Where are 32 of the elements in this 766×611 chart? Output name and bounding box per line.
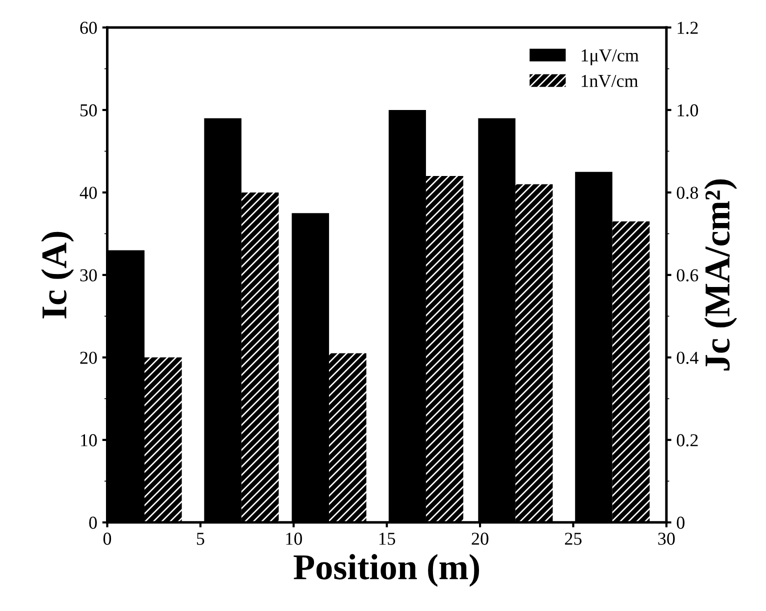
y2-tick-label: 0	[676, 516, 684, 529]
y2-axis-title: Jc (MA/cm²)	[704, 179, 738, 370]
x-tick-label: 20	[472, 532, 488, 545]
bar	[515, 184, 553, 522]
bar	[329, 353, 366, 522]
y2-tick-label: 0.8	[676, 186, 698, 199]
x-tick-label: 25	[564, 532, 582, 545]
bar	[241, 192, 279, 522]
y-tick-label: 0	[89, 516, 97, 529]
bar	[426, 176, 464, 522]
x-tick-label: 15	[379, 532, 396, 545]
y2-tick-label: 1.2	[678, 22, 698, 34]
y2-tick-label: 0.2	[676, 434, 698, 446]
bar	[144, 357, 182, 522]
y2-tick-label: 0.4	[676, 352, 698, 364]
y-tick-label: 40	[80, 186, 97, 199]
bar	[612, 221, 650, 522]
x-tick-label: 30	[658, 532, 675, 545]
y2-tick-label: 0.6	[676, 269, 698, 282]
x-tick-label: 5	[196, 532, 204, 545]
legend-label: 1μV/cm	[582, 49, 639, 66]
legend-label: 1nV/cm	[582, 74, 638, 88]
x-axis-title: Position (m)	[294, 554, 480, 587]
y-tick-label: 30	[80, 269, 97, 282]
y-axis-title: Ic (A)	[41, 232, 74, 318]
y-tick-label: 50	[80, 104, 97, 116]
y-tick-label: 60	[80, 22, 97, 34]
y2-tick-label: 1.0	[678, 104, 698, 116]
y-tick-label: 20	[80, 352, 97, 364]
x-tick-label: 0	[103, 532, 112, 545]
x-tick-label: 10	[286, 532, 302, 545]
y-tick-label: 10	[81, 434, 97, 446]
